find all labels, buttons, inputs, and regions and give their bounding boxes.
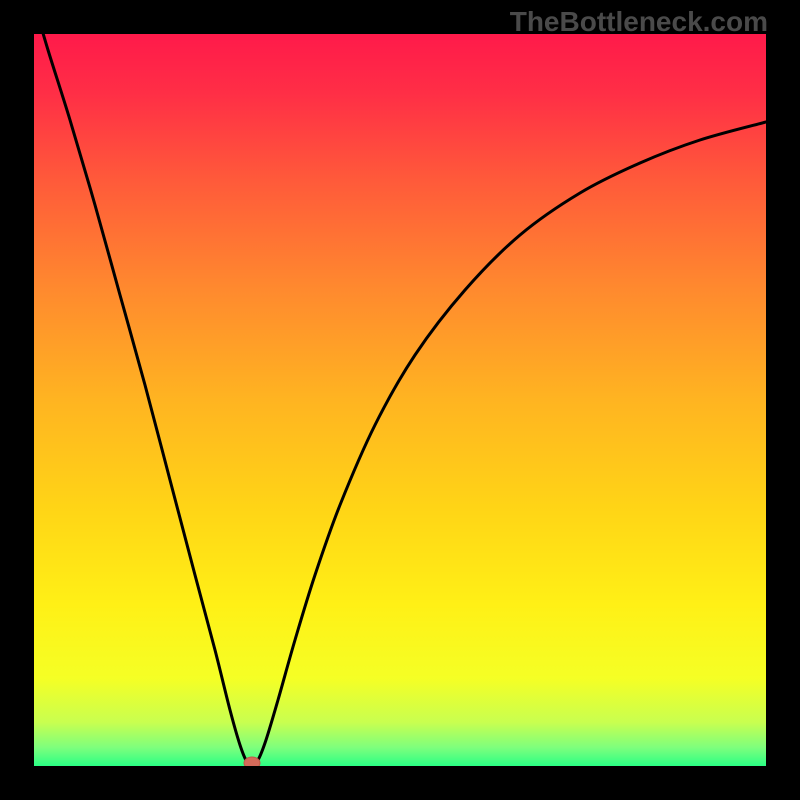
curve-layer [34, 34, 766, 766]
bottleneck-curve [34, 34, 766, 764]
watermark-text: TheBottleneck.com [510, 6, 768, 38]
optimal-point-marker [244, 757, 260, 766]
plot-area [34, 34, 766, 766]
chart-container: TheBottleneck.com [0, 0, 800, 800]
